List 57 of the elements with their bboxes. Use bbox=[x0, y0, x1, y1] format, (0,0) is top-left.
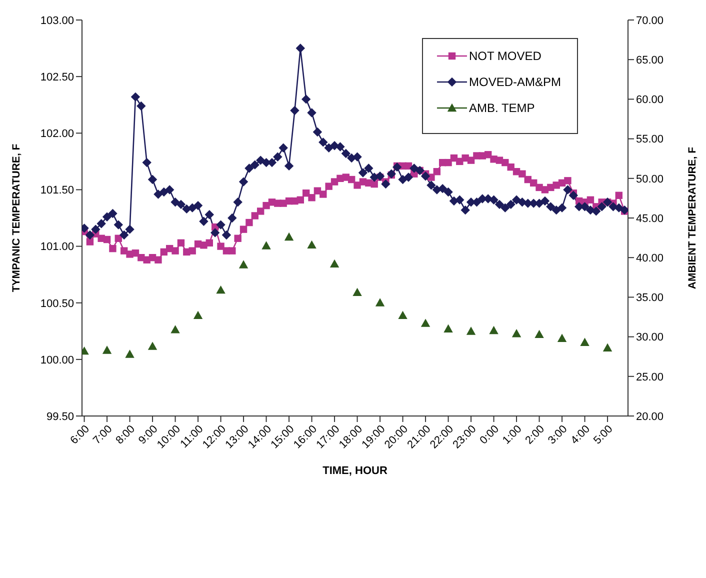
point bbox=[512, 329, 522, 338]
point bbox=[398, 310, 408, 320]
x-tick-label: 3:00 bbox=[546, 423, 570, 447]
y2-tick-label: 50.00 bbox=[636, 173, 664, 186]
point bbox=[444, 324, 453, 332]
y2-tick-label: 30.00 bbox=[636, 332, 664, 344]
point bbox=[125, 350, 134, 358]
y2-tick-label: 40.00 bbox=[636, 252, 664, 265]
y-tick-label: 99.50 bbox=[46, 410, 74, 423]
y2-tick-label: 20.00 bbox=[636, 410, 664, 423]
legend-label: NOT MOVED bbox=[468, 49, 542, 63]
x-tick-label: 4:00 bbox=[568, 423, 592, 447]
point bbox=[284, 232, 294, 241]
x-tick-label: 1:00 bbox=[500, 423, 524, 447]
x-tick-label: 0:00 bbox=[478, 423, 502, 447]
y-tick-label: 101.50 bbox=[40, 184, 74, 197]
x-tick-label: 8:00 bbox=[114, 423, 138, 447]
x-axis-title: TIME, HOUR bbox=[322, 465, 388, 477]
point bbox=[170, 325, 180, 334]
y2-tick-label: 55.00 bbox=[636, 134, 664, 146]
point bbox=[375, 298, 385, 306]
y2-tick-label: 65.00 bbox=[636, 54, 664, 67]
y-tick-label: 100.00 bbox=[40, 354, 74, 366]
x-tick-label: 5:00 bbox=[592, 423, 616, 447]
y-axis-title: TYMPANIC TEMPERATURE, F bbox=[10, 143, 23, 292]
point bbox=[262, 241, 271, 250]
point bbox=[330, 259, 340, 268]
x-tick-label: 7:00 bbox=[91, 423, 115, 447]
point bbox=[466, 326, 476, 335]
x-tick-label: 2:00 bbox=[523, 423, 547, 447]
point bbox=[489, 326, 498, 334]
y2-tick-label: 70.00 bbox=[636, 14, 664, 27]
point bbox=[102, 346, 112, 354]
y-tick-label: 102.50 bbox=[40, 71, 74, 84]
y-tick-label: 102.00 bbox=[40, 128, 74, 140]
point bbox=[602, 343, 612, 352]
point bbox=[216, 285, 226, 294]
y-tick-label: 100.50 bbox=[40, 298, 74, 310]
point bbox=[534, 330, 544, 338]
point bbox=[580, 338, 590, 346]
point bbox=[148, 342, 158, 350]
point bbox=[420, 318, 430, 327]
y2-tick-label: 60.00 bbox=[636, 94, 664, 106]
x-tick-label: 6:00 bbox=[68, 423, 92, 447]
y2-axis-title: AMBIENT TEMPERATURE, F bbox=[686, 146, 699, 290]
point bbox=[557, 334, 567, 342]
legend-label: MOVED-AM&PM bbox=[468, 75, 561, 89]
y2-tick-label: 45.00 bbox=[636, 212, 664, 225]
point bbox=[352, 288, 362, 296]
y2-tick-label: 35.00 bbox=[636, 292, 664, 304]
legend-label: AMB. TEMP bbox=[468, 101, 535, 115]
y-tick-label: 101.00 bbox=[40, 241, 74, 254]
point bbox=[193, 310, 203, 320]
point bbox=[238, 260, 248, 268]
y2-tick-label: 25.00 bbox=[636, 371, 664, 384]
y-tick-label: 103.00 bbox=[40, 14, 74, 27]
point bbox=[307, 240, 316, 249]
